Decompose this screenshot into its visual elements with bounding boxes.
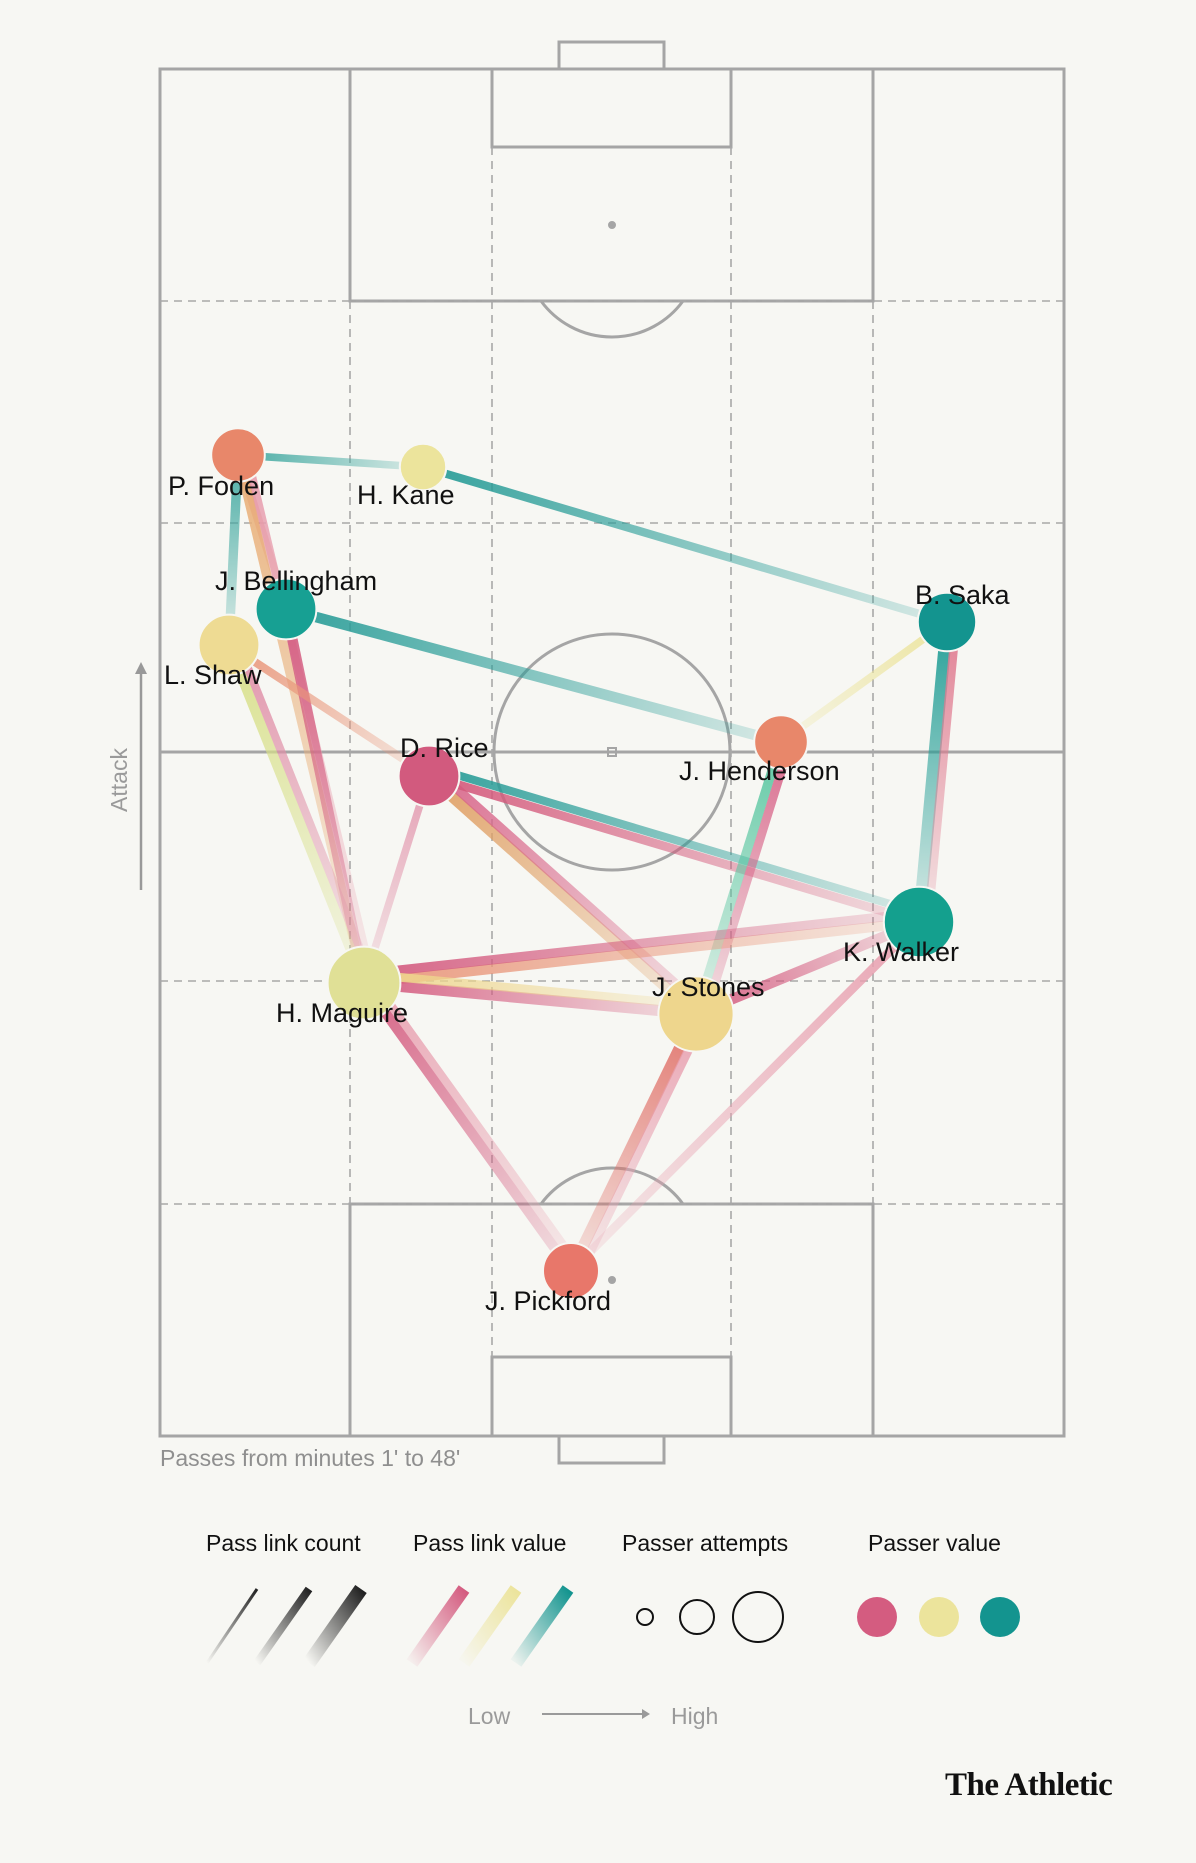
legend-count-mid [253, 1586, 313, 1666]
legend-graphics [205, 1584, 1020, 1719]
legend-title-passer-value: Passer value [868, 1530, 1001, 1556]
pass-link-kane-saka [421, 463, 949, 626]
attack-label: Attack [108, 748, 132, 812]
legend-attempts-high [732, 1591, 784, 1643]
pass-link-maguire-pickford [359, 980, 576, 1274]
player-node-walker [882, 885, 956, 959]
scale-arrow [542, 1709, 650, 1719]
legend-value-low [406, 1585, 470, 1667]
player-nodes [197, 427, 978, 1300]
pass-link-shaw-maguire [224, 643, 369, 985]
pass-link-stones-walker [693, 917, 922, 1019]
pass-link-foden-kane [237, 451, 424, 471]
player-label-rice: D. Rice [400, 733, 489, 763]
player-label-pickford: J. Pickford [485, 1286, 611, 1316]
player-label-maguire: H. Maguire [276, 998, 408, 1028]
pass-link-bellingham-henderson [284, 603, 783, 748]
pass-link-maguire-stones [363, 977, 697, 1020]
pass-link-maguire-stones [364, 969, 698, 1010]
player-label-stones: J. Stones [652, 972, 765, 1002]
pass-link-saka-henderson [778, 618, 950, 746]
legend-attempts-low [636, 1608, 654, 1626]
pass-link-saka-walker [923, 622, 961, 924]
pass-link-saka-walker [912, 621, 954, 923]
top-goal [557, 40, 666, 71]
pitch-markings [158, 40, 1066, 1465]
player-node-henderson [753, 714, 809, 770]
legend-value-dot-low [857, 1597, 897, 1637]
pass-link-maguire-pickford [367, 975, 582, 1269]
pass-link-rice-walker [427, 771, 921, 927]
player-node-shaw [197, 613, 261, 677]
pass-link-foden-shaw [224, 454, 243, 646]
top-penalty-spot [608, 221, 616, 229]
player-label-bellingham: J. Bellingham [215, 566, 377, 596]
pass-link-rice-stones [425, 771, 700, 1019]
player-node-kane [398, 442, 448, 492]
player-label-kane: H. Kane [357, 480, 455, 510]
legend-title-pass-link-count: Pass link count [206, 1530, 361, 1556]
pass-link-rice-stones [431, 765, 706, 1011]
player-node-bellingham [254, 577, 318, 641]
scale-high-label: High [671, 1703, 719, 1729]
top-penalty-arc [539, 300, 685, 339]
player-label-saka: B. Saka [915, 580, 1011, 610]
scale-low-label: Low [468, 1703, 511, 1729]
pass-link-maguire-walker [363, 917, 920, 988]
attack-direction-indicator: Attack [108, 662, 147, 890]
legend-value-high [510, 1585, 574, 1667]
player-node-stones [657, 975, 735, 1053]
centre-circle [492, 632, 732, 872]
player-node-foden [210, 427, 266, 483]
top-six-yard-box [490, 67, 733, 149]
player-label-foden: P. Foden [168, 471, 274, 501]
player-node-saka [916, 591, 978, 653]
player-label-shaw: L. Shaw [164, 660, 262, 690]
pass-link-henderson-stones [700, 743, 794, 1018]
bottom-penalty-area [348, 1202, 875, 1438]
player-label-walker: K. Walker [843, 937, 959, 967]
legend-title-pass-link-value: Pass link value [413, 1530, 567, 1556]
top-penalty-area [348, 67, 875, 303]
pass-link-walker-pickford [567, 918, 923, 1275]
bottom-goal [557, 1434, 666, 1465]
pass-link-rice-walker [430, 763, 923, 918]
legend-attempts-mid [679, 1599, 715, 1635]
centre-spot [607, 747, 617, 757]
brand-logo: The Athletic [945, 1767, 1113, 1803]
legend-count-low [205, 1588, 259, 1664]
player-node-pickford [542, 1242, 600, 1300]
pass-link-stones-pickford [575, 1016, 709, 1277]
legend-value-dot-high [980, 1597, 1020, 1637]
legend-value-mid [458, 1585, 522, 1667]
player-labels: P. Foden H. Kane J. Bellingham L. Shaw B. Sa… [164, 471, 1011, 1316]
attack-arrowhead [135, 662, 147, 674]
player-node-rice [397, 744, 461, 808]
time-range-note: Passes from minutes 1' to 48' [160, 1445, 461, 1471]
legend-count-high [303, 1584, 367, 1668]
player-label-henderson: J. Henderson [679, 756, 840, 786]
bottom-penalty-spot [608, 1276, 616, 1284]
pass-link-henderson-stones [691, 740, 786, 1016]
pass-link-stones-pickford [565, 1011, 702, 1274]
bottom-six-yard-box [490, 1355, 733, 1438]
pass-link-maguire-walker [362, 908, 919, 979]
pass-link-shaw-rice [226, 641, 432, 780]
bottom-penalty-arc [539, 1166, 685, 1205]
legend-title-passer-attempts: Passer attempts [622, 1530, 789, 1556]
legend-value-dot-mid [919, 1597, 959, 1637]
player-node-maguire [326, 945, 402, 1021]
pass-link-shaw-maguire [233, 640, 377, 982]
